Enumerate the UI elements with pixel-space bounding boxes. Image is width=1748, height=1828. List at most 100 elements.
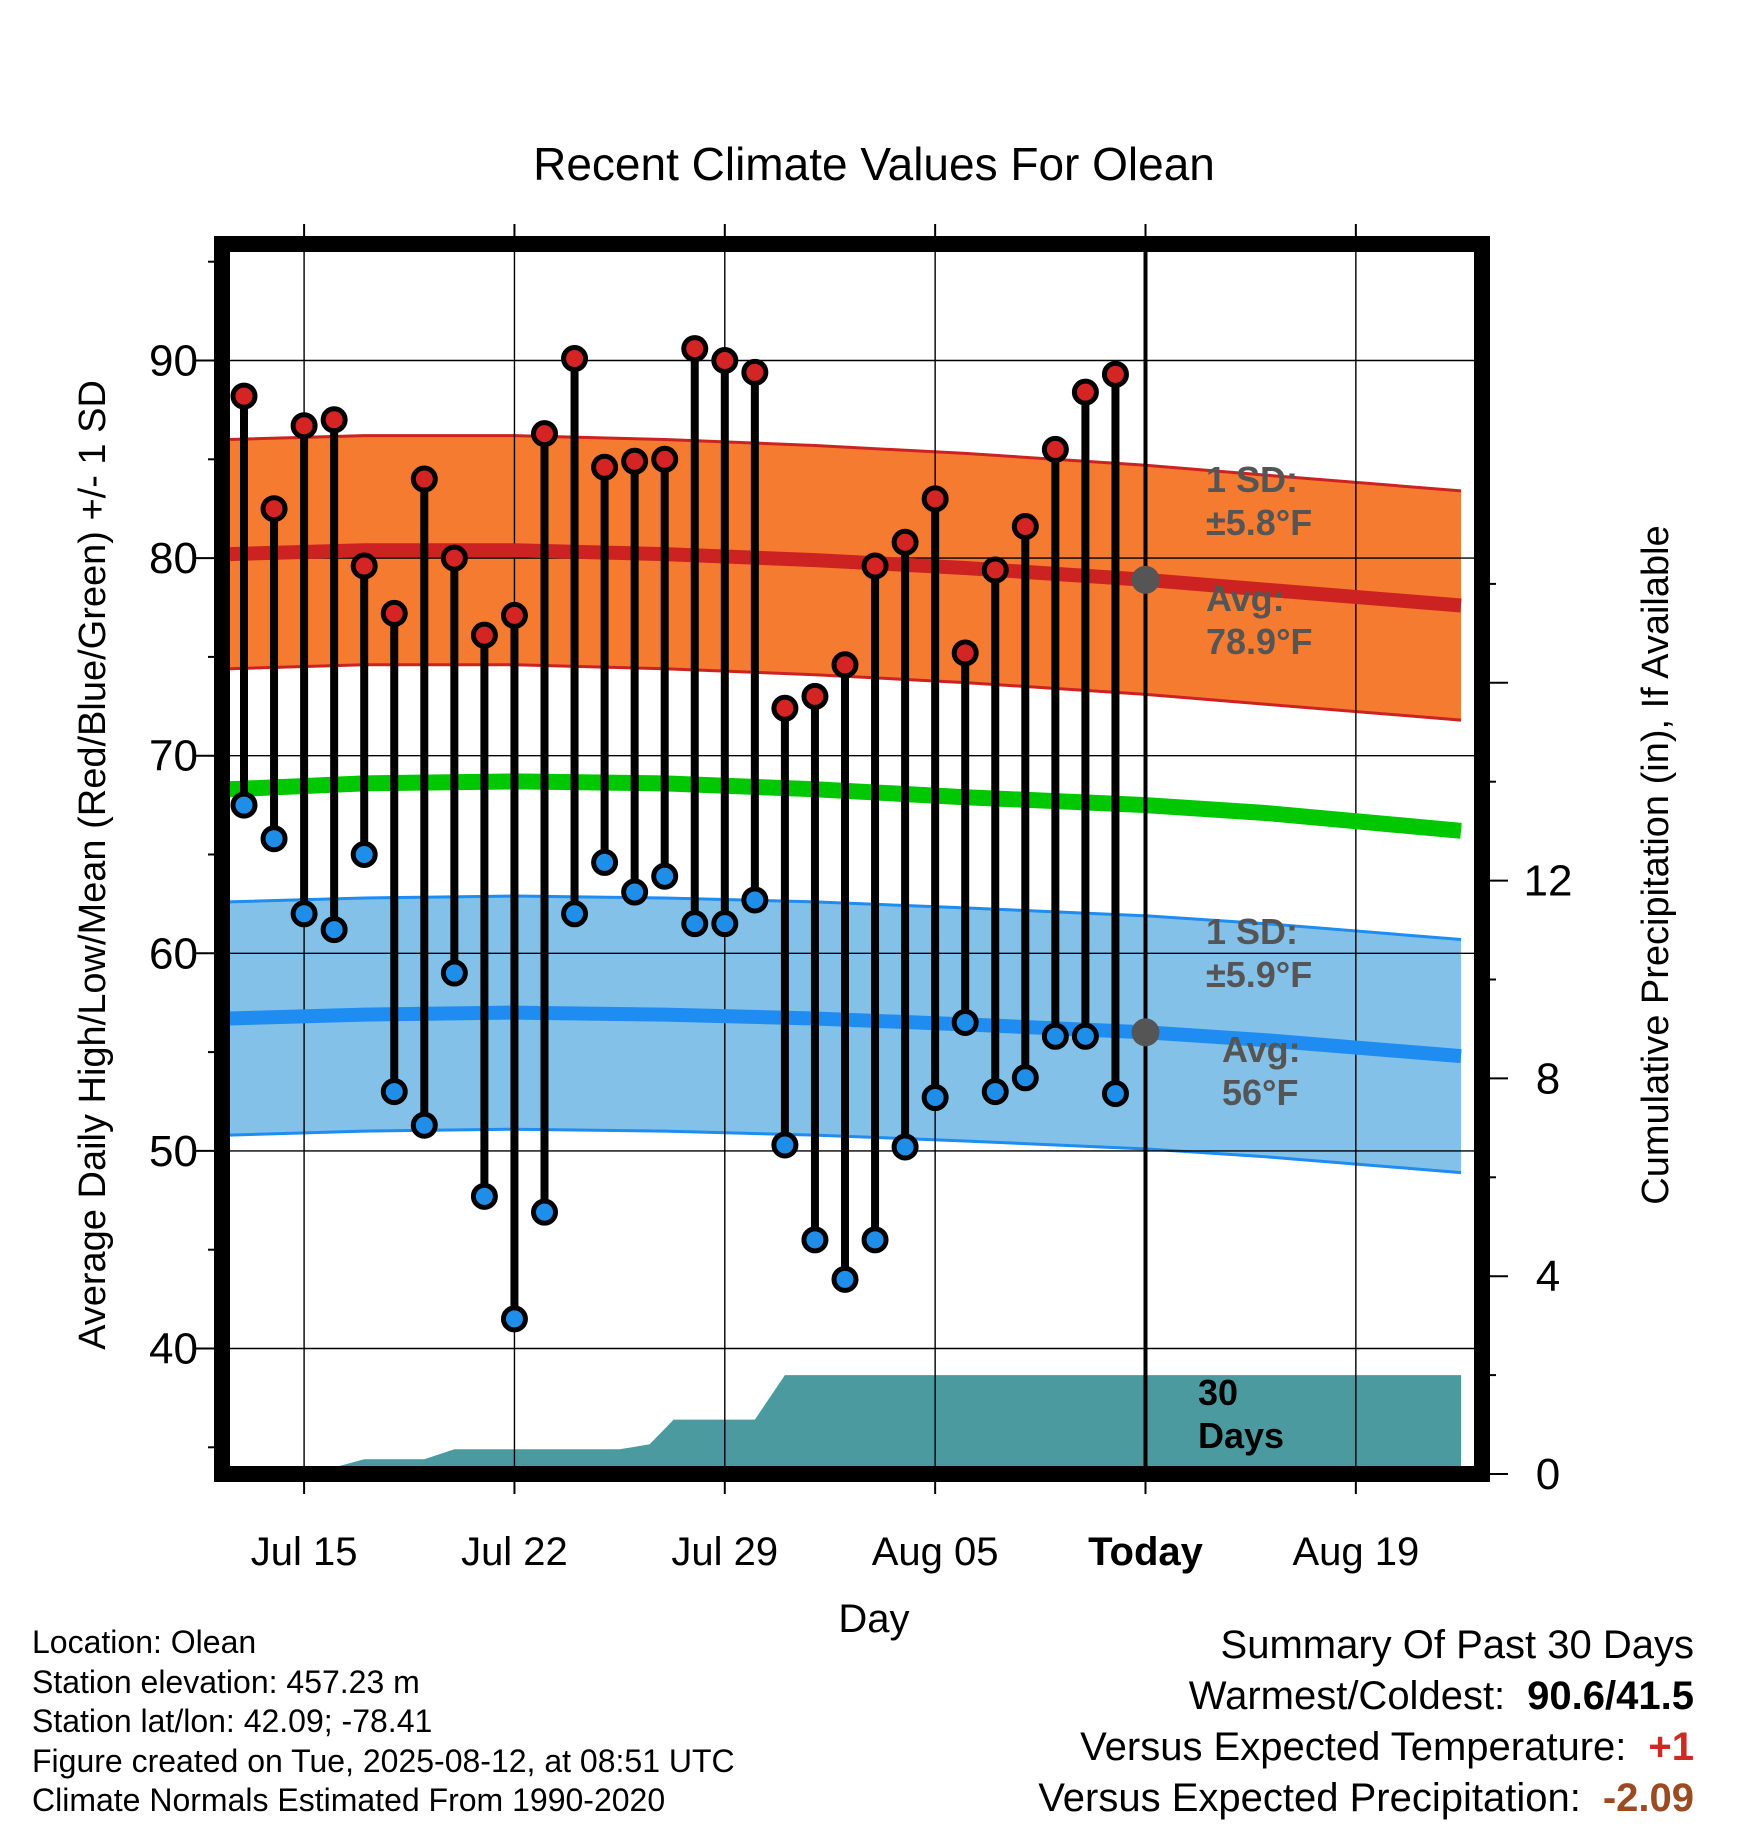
normal-high-band-lower — [228, 663, 1462, 722]
daily-low-point — [681, 910, 709, 938]
temp-anomaly-label: Versus Expected Temperature: — [1080, 1725, 1627, 1769]
daily-low-point — [410, 1111, 438, 1139]
daily-high-point — [681, 335, 709, 363]
daily-low-point — [350, 841, 378, 868]
location-text: Location: Olean — [32, 1624, 257, 1660]
daily-low-point — [440, 959, 468, 987]
normal-high-line — [228, 543, 1462, 613]
daily-low-point — [771, 1131, 799, 1159]
y2-tick-label: 0 — [1536, 1450, 1560, 1499]
annotation-high-sd: ±5.8°F — [1206, 502, 1312, 543]
temp-anomaly-value: +1 — [1648, 1725, 1694, 1769]
y-tick-label: 60 — [149, 929, 198, 978]
daily-high-point — [1041, 435, 1069, 463]
x-tick-label: Today — [1088, 1530, 1204, 1574]
daily-low-point — [470, 1182, 498, 1210]
daily-low-point — [230, 791, 258, 819]
daily-low-point — [290, 900, 318, 928]
y-tick-label: 80 — [149, 534, 198, 583]
daily-low-point — [591, 848, 619, 876]
annotation-high-avg: 78.9°F — [1206, 621, 1312, 662]
y2-axis-label: Cumulative Precipitation (in), If Availa… — [1635, 525, 1677, 1204]
daily-low-point — [1041, 1022, 1069, 1050]
summary-precip-row: Versus Expected Precipitation: -2.09 — [1038, 1773, 1694, 1824]
daily-high-point — [1011, 512, 1039, 540]
daily-low-point — [651, 862, 679, 890]
precip-area — [228, 1375, 1462, 1474]
daily-high-point — [531, 420, 558, 448]
today-low-avg-marker — [1131, 1018, 1160, 1047]
y2-tick-label: 4 — [1536, 1252, 1560, 1301]
daily-high-point — [1101, 360, 1129, 388]
daily-high-point — [891, 528, 919, 556]
daily-high-point — [741, 358, 769, 386]
daily-low-point — [1011, 1064, 1039, 1092]
daily-high-point — [320, 406, 348, 434]
daily-low-point — [320, 916, 348, 944]
daily-high-point — [801, 682, 829, 710]
daily-high-point — [771, 694, 799, 722]
daily-high-point — [921, 485, 949, 513]
daily-low-point — [981, 1078, 1009, 1106]
daily-high-point — [651, 445, 679, 473]
y2-tick-label: 8 — [1536, 1054, 1560, 1103]
y-tick-label: 50 — [149, 1127, 198, 1176]
daily-high-point — [260, 495, 288, 523]
x-tick-label: Jul 22 — [461, 1530, 568, 1574]
x-tick-label: Jul 15 — [251, 1530, 358, 1574]
daily-high-point — [951, 639, 979, 667]
y-axis-label: Average Daily High/Low/Mean (Red/Blue/Gr… — [72, 380, 114, 1350]
summary-warmest-row: Warmest/Coldest: 90.6/41.5 — [1038, 1671, 1694, 1722]
daily-high-point — [981, 556, 1009, 584]
daily-high-point — [350, 552, 378, 580]
annotation-precip-days: 30 — [1198, 1372, 1238, 1413]
daily-high-point — [410, 465, 438, 493]
daily-low-point — [801, 1226, 829, 1254]
daily-low-point — [260, 825, 288, 853]
daily-low-point — [741, 886, 769, 914]
normal-high-band-upper — [228, 434, 1462, 493]
warmest-value: 90.6/41.5 — [1527, 1674, 1694, 1718]
daily-low-point — [380, 1078, 408, 1106]
summary-temp-row: Versus Expected Temperature: +1 — [1038, 1722, 1694, 1773]
chart-title: Recent Climate Values For Olean — [533, 138, 1215, 190]
summary-title: Summary Of Past 30 Days — [1220, 1623, 1694, 1667]
annotation-precip-days: Days — [1198, 1415, 1284, 1456]
daily-low-point — [531, 1198, 558, 1226]
elevation-text: Station elevation: 457.23 m — [32, 1663, 420, 1700]
x-tick-label: Aug 05 — [872, 1530, 999, 1574]
precip-anomaly-label: Versus Expected Precipitation: — [1038, 1776, 1581, 1820]
y-tick-label: 70 — [149, 732, 198, 781]
daily-low-point — [1071, 1022, 1099, 1050]
normal-high-band — [229, 435, 1461, 721]
daily-high-point — [440, 544, 468, 572]
annotation-low-sd: ±5.9°F — [1206, 954, 1312, 995]
daily-low-point — [951, 1008, 979, 1036]
daily-high-point — [621, 447, 649, 475]
annotation-low-avg: Avg: — [1222, 1029, 1301, 1070]
daily-low-point — [621, 878, 649, 906]
daily-low-point — [891, 1133, 919, 1161]
daily-high-point — [561, 345, 589, 373]
daily-low-point — [921, 1084, 949, 1112]
station-info: Location: Olean Station elevation: 457.2… — [32, 1623, 735, 1821]
y-tick-label: 90 — [149, 337, 198, 386]
annotation-high-sd: 1 SD: — [1206, 459, 1298, 500]
daily-low-point — [711, 910, 739, 938]
x-axis-label: Day — [838, 1597, 909, 1641]
summary-panel: Summary Of Past 30 Days Warmest/Coldest:… — [1038, 1620, 1694, 1824]
daily-high-point — [591, 453, 619, 481]
daily-high-point — [230, 382, 258, 410]
annotation-high-avg: Avg: — [1206, 578, 1285, 619]
created-text: Figure created on Tue, 2025-08-12, at 08… — [32, 1742, 735, 1779]
daily-low-point — [831, 1265, 859, 1293]
daily-high-point — [500, 601, 528, 629]
daily-low-point — [561, 900, 589, 928]
latlon-text: Station lat/lon: 42.09; -78.41 — [32, 1703, 433, 1739]
plot-frame — [214, 236, 1490, 1482]
normals-text: Climate Normals Estimated From 1990-2020 — [32, 1782, 666, 1818]
x-tick-label: Aug 19 — [1292, 1530, 1419, 1574]
